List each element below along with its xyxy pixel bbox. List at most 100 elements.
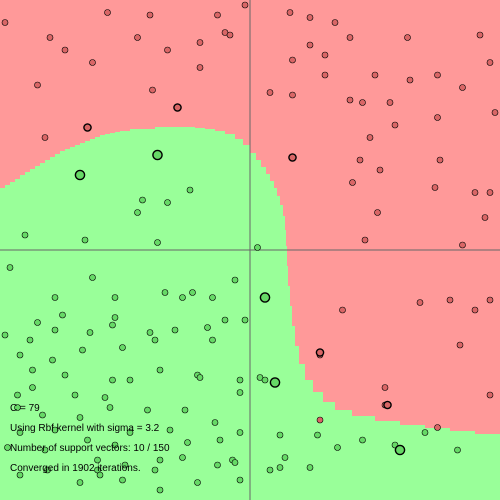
positive-class-point (111, 314, 119, 321)
negative-class-point (459, 241, 466, 249)
positive-class-point (121, 461, 129, 469)
positive-class-point (119, 476, 126, 484)
positive-class-point (164, 199, 171, 206)
positive-class-point (126, 429, 134, 436)
support-vector-point (315, 348, 325, 357)
negative-class-point (406, 76, 414, 84)
positive-class-point (189, 289, 196, 296)
positive-class-point (6, 264, 14, 271)
negative-class-point (456, 341, 464, 349)
support-vector-point (383, 400, 392, 410)
negative-class-point (146, 11, 154, 19)
negative-class-point (134, 34, 141, 41)
positive-class-point (4, 444, 11, 451)
positive-class-point (276, 431, 284, 439)
negative-class-point (459, 84, 466, 91)
negative-class-point (491, 109, 499, 116)
negative-class-point (316, 416, 324, 424)
negative-class-point (434, 424, 441, 431)
negative-class-point (196, 39, 204, 46)
positive-class-point (59, 311, 66, 319)
positive-class-point (26, 336, 34, 344)
negative-class-point (196, 64, 204, 71)
negative-class-point (371, 71, 379, 79)
negative-class-point (391, 121, 399, 129)
negative-class-point (339, 306, 346, 314)
negative-class-point (434, 114, 441, 121)
positive-class-point (14, 404, 21, 411)
positive-class-point (41, 446, 49, 454)
positive-class-point (231, 459, 239, 466)
positive-class-point (276, 464, 284, 471)
iterations-text: Converged in 1902 iterations. (10, 463, 141, 474)
negative-class-point (104, 9, 111, 16)
negative-class-point (34, 81, 41, 89)
positive-class-point (34, 319, 41, 326)
positive-class-point (211, 419, 219, 426)
negative-class-point (214, 11, 221, 19)
negative-class-point (486, 189, 494, 196)
positive-class-point (236, 389, 244, 396)
positive-class-point (94, 456, 101, 464)
support-vector-count-text: Number of support vectors: 10 / 150 (10, 443, 170, 454)
negative-class-point (436, 156, 444, 164)
negative-class-point (226, 31, 234, 39)
positive-class-point (76, 479, 84, 486)
positive-class-point (16, 471, 24, 479)
positive-class-point (204, 324, 211, 331)
negative-class-point (486, 391, 494, 399)
negative-class-point (431, 184, 439, 191)
positive-class-point (236, 429, 244, 436)
negative-class-point (164, 46, 171, 54)
negative-class-point (1, 19, 9, 26)
positive-class-point (49, 356, 56, 364)
support-vector-point (288, 153, 297, 162)
positive-class-point (21, 231, 29, 239)
negative-class-point (434, 71, 441, 79)
positive-class-point (421, 429, 429, 436)
negative-class-point (386, 99, 394, 106)
negative-class-point (361, 236, 369, 244)
negative-class-point (356, 156, 364, 164)
positive-class-point (209, 294, 216, 301)
positive-class-point (221, 316, 229, 324)
negative-class-point (321, 51, 329, 59)
positive-class-point (214, 461, 221, 469)
positive-class-point (156, 456, 164, 464)
positive-class-point (194, 479, 201, 486)
positive-class-point (96, 471, 104, 479)
c-parameter-text: C = 79 (10, 403, 40, 414)
positive-class-point (109, 321, 116, 329)
positive-class-point (241, 316, 249, 324)
positive-class-point (216, 436, 224, 444)
positive-class-point (84, 436, 91, 444)
negative-class-point (476, 31, 484, 39)
negative-class-point (376, 166, 384, 174)
negative-class-point (331, 19, 339, 26)
negative-class-point (61, 46, 69, 54)
positive-class-point (359, 436, 366, 444)
positive-class-point (144, 406, 151, 414)
positive-class-point (266, 466, 274, 474)
positive-class-point (186, 186, 194, 194)
positive-class-point (51, 426, 59, 434)
positive-class-point (161, 289, 169, 296)
positive-class-point (196, 374, 204, 381)
negative-class-point (46, 34, 54, 41)
positive-class-point (71, 391, 79, 399)
positive-class-point (109, 376, 116, 384)
negative-class-point (346, 34, 354, 41)
negative-class-point (359, 99, 366, 106)
positive-class-point (156, 366, 164, 374)
positive-class-point (119, 344, 126, 351)
kernel-text: Using Rbf kernel with sigma = 3.2 (10, 423, 160, 434)
positive-class-point (171, 326, 179, 334)
negative-class-point (266, 89, 274, 96)
positive-class-point (146, 329, 154, 336)
positive-class-point (314, 431, 321, 439)
negative-class-point (486, 59, 494, 66)
positive-class-point (184, 439, 191, 446)
positive-class-point (454, 446, 461, 454)
support-vector-point (394, 444, 406, 456)
